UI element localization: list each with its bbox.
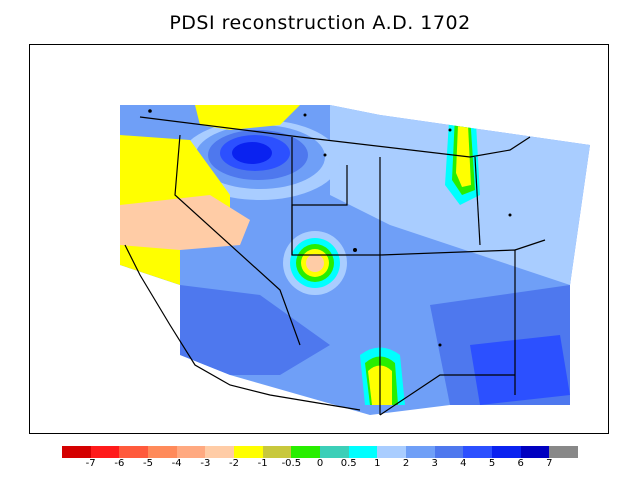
legend-tick-label: 0 (316, 458, 324, 469)
legend-tick-label: 3 (431, 458, 438, 469)
mark-6 (508, 213, 512, 217)
legend-swatch (176, 446, 206, 458)
pdsi-field (120, 105, 590, 415)
legend-tick-label: -5 (143, 458, 153, 469)
legend-tick-label: 0.5 (340, 458, 357, 469)
legend-ticks: -7 -6 -5 -4 -3 -2 -1 -0.5 0 0.5 1 2 3 4 5 6 7 (0, 458, 640, 474)
legend-swatch (90, 446, 120, 458)
legend-swatch (348, 446, 378, 458)
field-sw-blue (180, 285, 330, 375)
legend-tick-label: -6 (114, 458, 125, 469)
legend-tick-label: 7 (546, 458, 553, 469)
pdsi-map (120, 105, 590, 416)
legend-swatch (234, 446, 264, 458)
legend-swatch (377, 446, 407, 458)
hot-core (306, 254, 324, 272)
mark-4 (323, 153, 327, 157)
legend-swatch (520, 446, 550, 458)
legend-tick-label: 6 (517, 458, 524, 469)
border-mexico (379, 374, 515, 416)
field-core (232, 142, 272, 164)
mark-5 (353, 248, 357, 252)
legend-swatch (148, 446, 178, 458)
legend-swatch (492, 446, 522, 458)
legend-tick-label: 5 (488, 458, 496, 469)
map-title: PDSI reconstruction A.D. 1702 (169, 12, 471, 34)
state-boundaries (124, 116, 546, 416)
color-legend (62, 446, 579, 458)
legend-tick-label: -2 (229, 458, 239, 469)
mark-2 (303, 113, 307, 117)
legend-swatch (291, 446, 321, 458)
mark-1 (148, 109, 152, 113)
legend-swatch (549, 446, 579, 458)
coastline (124, 244, 361, 411)
legend-swatch (62, 446, 92, 458)
border-utah-arizona (291, 137, 381, 415)
mark-3 (448, 128, 452, 132)
legend-swatch (320, 446, 350, 458)
legend-tick-label: 4 (460, 458, 467, 469)
legend-swatch (205, 446, 235, 458)
legend-swatch (119, 446, 149, 458)
legend-tick-label: 1 (374, 458, 381, 469)
field-top-yellow (195, 105, 300, 130)
border-nevada (174, 134, 301, 346)
legend-swatch (463, 446, 493, 458)
legend-swatch (262, 446, 292, 458)
legend-tick-label: 2 (402, 458, 410, 469)
legend-tick-label: -7 (85, 458, 96, 469)
border-utah-wyo (291, 165, 348, 255)
field-se-deep (470, 335, 570, 405)
legend-tick-label: -3 (200, 458, 211, 469)
legend-tick-label: -4 (171, 458, 182, 469)
border-north (139, 116, 531, 158)
map-frame (29, 44, 609, 434)
legend-tick-label: -1 (257, 458, 268, 469)
border-wyo-east (474, 156, 481, 246)
lake-marks (148, 109, 512, 347)
legend-swatch (406, 446, 436, 458)
field-west-orange (120, 195, 250, 250)
legend-swatch (434, 446, 464, 458)
border-colorado-east (514, 239, 546, 251)
mark-7 (438, 343, 442, 347)
legend-tick-label: -0.5 (281, 458, 302, 469)
